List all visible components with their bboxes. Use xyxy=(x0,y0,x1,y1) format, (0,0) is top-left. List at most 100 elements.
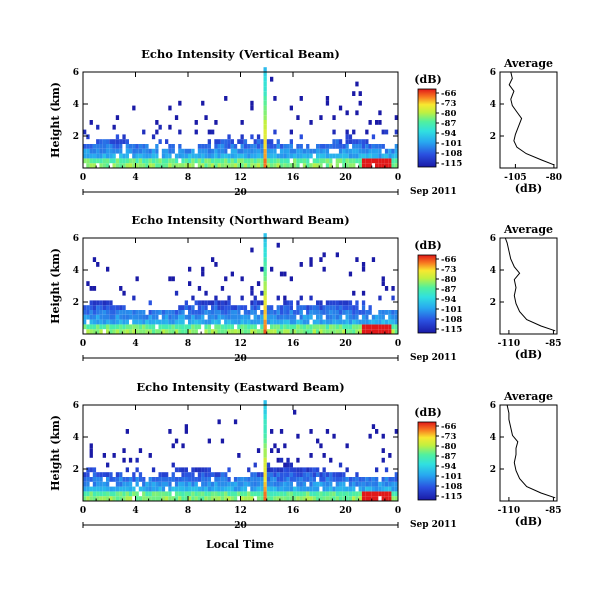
heatmap-cell xyxy=(391,477,395,482)
heatmap-cell xyxy=(227,324,231,330)
heatmap-cell xyxy=(207,319,211,325)
heatmap-cell xyxy=(237,310,241,315)
heatmap-cell xyxy=(355,477,359,482)
heatmap-cell xyxy=(250,310,254,315)
heatmap-cell xyxy=(338,305,343,310)
heatmap-cell xyxy=(96,319,100,325)
heatmap-cell xyxy=(361,139,366,144)
heatmap-cell xyxy=(115,491,120,497)
heatmap-cell xyxy=(375,329,379,334)
heatmap-cell xyxy=(109,139,113,144)
heatmap-cell xyxy=(263,329,267,334)
avg-x-tick-label: -110 xyxy=(498,506,521,516)
heatmap-cell xyxy=(388,158,392,164)
heatmap-cell xyxy=(250,134,254,140)
heatmap-cell xyxy=(171,319,175,325)
heatmap-cell xyxy=(299,96,303,101)
heatmap-cell xyxy=(293,310,297,315)
heatmap-cell xyxy=(338,314,343,320)
heatmap-cell xyxy=(191,305,195,310)
heatmap-cell xyxy=(224,139,228,144)
heatmap-cell xyxy=(263,163,267,168)
heatmap-cell xyxy=(250,324,254,330)
y-tick-label: 2 xyxy=(73,465,79,475)
heatmap-cell xyxy=(109,153,113,159)
heatmap-cell xyxy=(122,486,126,492)
heatmap-cell xyxy=(89,158,93,164)
heatmap-cell xyxy=(250,491,254,497)
y-tick-label: 4 xyxy=(73,266,79,276)
heatmap-cell xyxy=(325,144,330,149)
heatmap-cell xyxy=(371,496,376,501)
heatmap-cell xyxy=(263,281,267,286)
heatmap-cell xyxy=(283,271,287,277)
heatmap-cell xyxy=(220,491,225,497)
heatmap-cell xyxy=(263,139,267,144)
heatmap-cell xyxy=(181,467,185,473)
heatmap-cell xyxy=(125,310,129,315)
heatmap-cell xyxy=(233,491,238,497)
heatmap-cell xyxy=(92,496,97,501)
heatmap-cell xyxy=(302,319,307,325)
heatmap-cell xyxy=(263,457,267,463)
heatmap-cell xyxy=(345,319,349,325)
heatmap-cell xyxy=(283,443,287,449)
heatmap-cell xyxy=(214,153,218,159)
heatmap-cell xyxy=(266,305,271,310)
heatmap-cell xyxy=(365,153,369,159)
heatmap-cell xyxy=(250,148,254,154)
heatmap-cell xyxy=(204,319,208,325)
heatmap-cell xyxy=(299,329,303,334)
heatmap-cell xyxy=(302,491,307,497)
heatmap-cell xyxy=(151,496,156,501)
heatmap-cell xyxy=(375,153,379,159)
heatmap-cell xyxy=(273,319,277,325)
heatmap-cell xyxy=(89,300,93,306)
heatmap-cell xyxy=(260,491,264,497)
heatmap-cell xyxy=(273,467,277,473)
heatmap-cell xyxy=(194,314,198,320)
heatmap-cell xyxy=(276,491,280,497)
heatmap-cell xyxy=(266,491,271,497)
heatmap-cell xyxy=(309,153,313,159)
heatmap-cell xyxy=(197,148,202,154)
heatmap-cell xyxy=(148,163,152,168)
heatmap-cell xyxy=(296,153,300,159)
heatmap-cell xyxy=(329,329,333,334)
heatmap-cell xyxy=(355,472,359,477)
heatmap-cell xyxy=(201,477,205,482)
heatmap-cell xyxy=(270,496,274,501)
heatmap-cell xyxy=(270,139,274,144)
heatmap-cell xyxy=(338,324,343,330)
heatmap-cell xyxy=(312,467,316,473)
heatmap-cell xyxy=(302,148,307,154)
heatmap-cell xyxy=(335,300,339,306)
heatmap-cell xyxy=(178,324,182,330)
heatmap-cell xyxy=(155,486,159,492)
heatmap-cell xyxy=(112,144,116,149)
heatmap-cell xyxy=(227,314,231,320)
heatmap-cell xyxy=(161,310,166,315)
heatmap-cell xyxy=(112,163,116,168)
heatmap-cell xyxy=(253,139,257,144)
date-label: Sep 2011 xyxy=(410,520,457,530)
heatmap-cell xyxy=(86,148,90,154)
heatmap-cell xyxy=(355,329,359,334)
heatmap-cell xyxy=(279,310,284,315)
heatmap-cell xyxy=(224,319,228,325)
heatmap-cell xyxy=(279,314,284,320)
heatmap-cell xyxy=(230,329,234,334)
heatmap-cell xyxy=(302,163,307,168)
heatmap-cell xyxy=(263,314,267,320)
heatmap-cell xyxy=(92,148,97,154)
x-tick-label: 0 xyxy=(395,339,401,349)
colorbar-tick-label: -80 xyxy=(441,442,456,452)
heatmap-cell xyxy=(135,158,139,164)
heatmap-cell xyxy=(358,491,362,497)
heatmap-cell xyxy=(240,134,244,140)
heatmap-cell xyxy=(348,324,353,330)
average-frame xyxy=(499,237,558,335)
heatmap-cell xyxy=(237,486,241,492)
heatmap-cell xyxy=(168,496,172,501)
heatmap-cell xyxy=(214,163,218,168)
